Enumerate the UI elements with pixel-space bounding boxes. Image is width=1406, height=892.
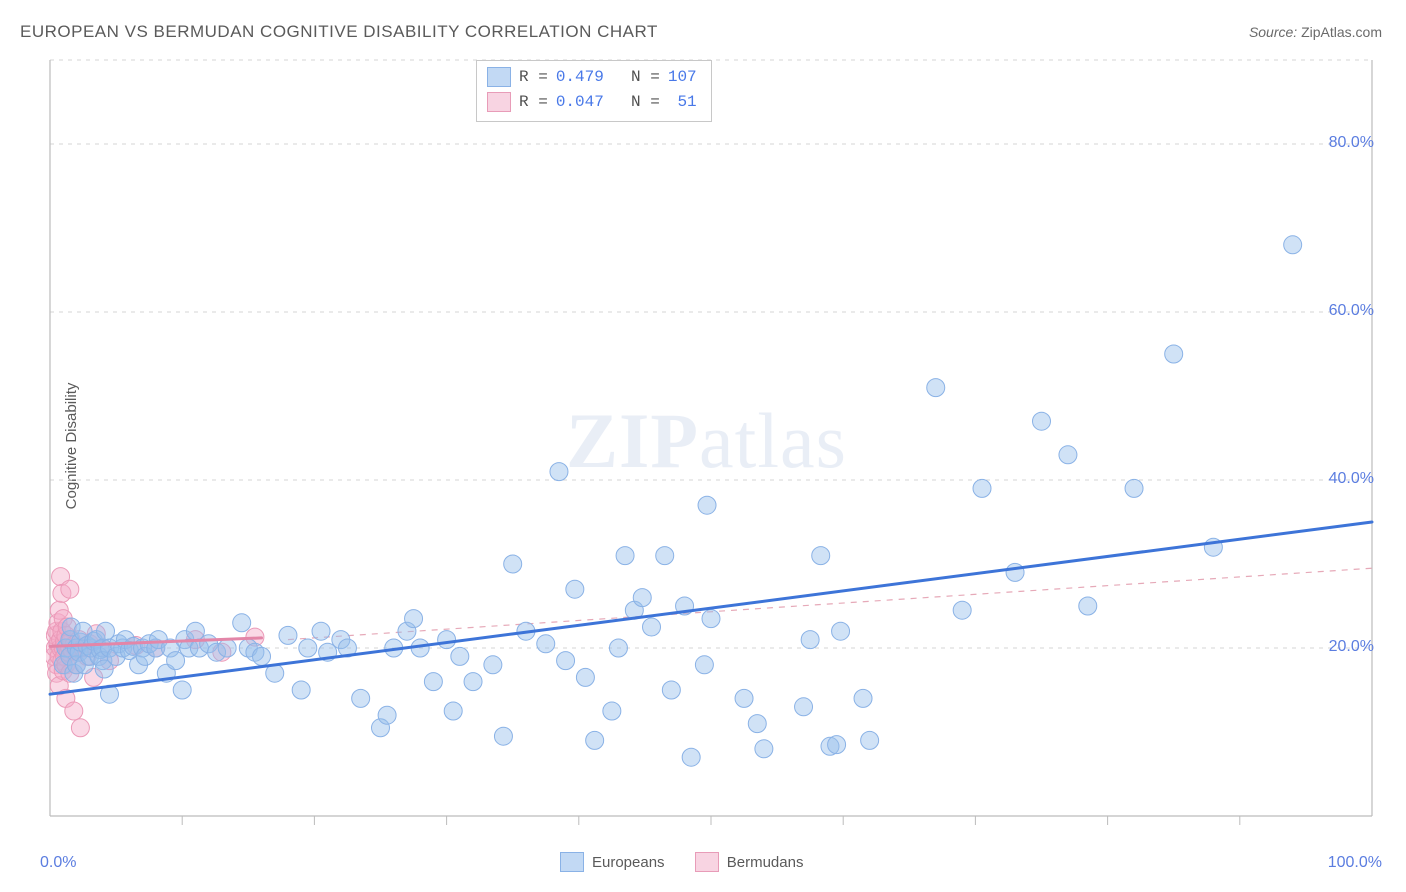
y-tick-80: 80.0%: [1329, 134, 1374, 152]
chart-title: EUROPEAN VS BERMUDAN COGNITIVE DISABILIT…: [20, 22, 658, 42]
stat-n-value: 107: [668, 65, 697, 90]
stat-n-value: 51: [668, 90, 697, 115]
series-legend: Europeans Bermudans: [560, 852, 829, 876]
source-label: Source:: [1249, 24, 1297, 40]
stat-row-europeans: R = 0.479 N = 107: [487, 65, 697, 90]
legend-item-bermudans: Bermudans: [695, 852, 804, 872]
swatch-pink-icon: [487, 92, 511, 112]
stat-n-label: N =: [612, 65, 660, 90]
x-axis-min-label: 0.0%: [40, 854, 76, 872]
chart-plot-area: ZIPatlas R = 0.479 N = 107 R = 0.047 N =…: [46, 56, 1376, 830]
source-value: ZipAtlas.com: [1301, 24, 1382, 40]
source-attribution: Source: ZipAtlas.com: [1249, 24, 1382, 40]
stat-r-value: 0.479: [556, 65, 604, 90]
legend-item-europeans: Europeans: [560, 852, 665, 872]
y-tick-40: 40.0%: [1329, 470, 1374, 488]
legend-label: Europeans: [592, 854, 665, 871]
stat-n-label: N =: [612, 90, 660, 115]
y-tick-20: 20.0%: [1329, 638, 1374, 656]
stat-r-label: R =: [519, 90, 548, 115]
stat-r-value: 0.047: [556, 90, 604, 115]
stat-row-bermudans: R = 0.047 N = 51: [487, 90, 697, 115]
stat-r-label: R =: [519, 65, 548, 90]
legend-label: Bermudans: [727, 854, 804, 871]
swatch-pink-icon: [695, 852, 719, 872]
swatch-blue-icon: [487, 67, 511, 87]
x-axis-max-label: 100.0%: [1328, 854, 1382, 872]
swatch-blue-icon: [560, 852, 584, 872]
correlation-stat-box: R = 0.479 N = 107 R = 0.047 N = 51: [476, 60, 712, 122]
y-tick-60: 60.0%: [1329, 302, 1374, 320]
chart-svg: [46, 56, 1376, 830]
